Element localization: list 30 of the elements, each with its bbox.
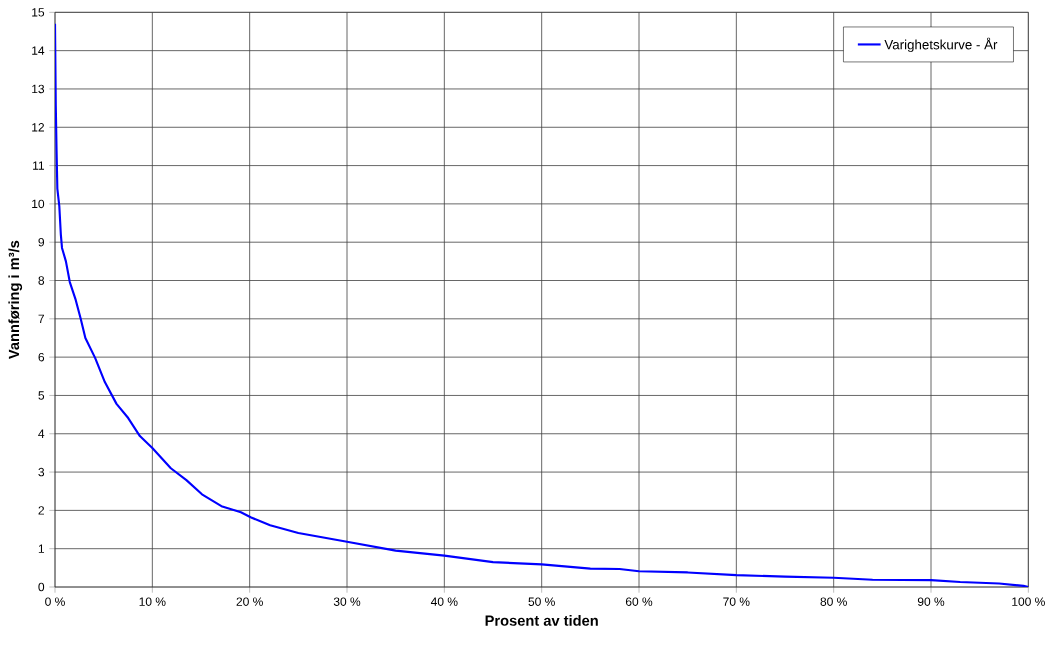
y-tick-label: 13 (32, 84, 45, 94)
x-tick-label: 70 % (723, 597, 750, 606)
x-tick-label: 30 % (333, 597, 361, 606)
y-tick-label: 4 (38, 429, 45, 438)
y-tick-label: 7 (38, 314, 44, 323)
y-tick-label: 10 (32, 199, 45, 209)
y-tick-label: 3 (38, 467, 45, 477)
y-tick-label: 6 (38, 352, 45, 362)
y-tick-label: 8 (38, 276, 45, 285)
y-tick-label: 15 (32, 8, 45, 17)
x-tick-label: 90 % (917, 597, 945, 606)
x-tick-label: 0 % (45, 597, 65, 606)
y-tick-label: 2 (38, 506, 44, 515)
legend-label: Varighetskurve - År (884, 37, 998, 53)
x-tick-label: 60 % (625, 597, 653, 606)
y-tick-label: 5 (38, 391, 45, 400)
x-tick-label: 10 % (139, 597, 166, 606)
x-tick-label: 80 % (820, 597, 847, 606)
y-tick-label: 12 (32, 123, 44, 132)
x-axis-title: Prosent av tiden (485, 615, 598, 626)
y-tick-label: 11 (33, 161, 45, 170)
y-tick-label: 1 (38, 544, 45, 553)
y-axis-title: Vannføring i m³/s (8, 240, 23, 360)
y-tick-label: 0 (38, 582, 45, 592)
x-tick-label: 50 % (528, 597, 555, 606)
y-tick-label: 9 (38, 237, 45, 247)
x-tick-label: 20 % (236, 597, 263, 606)
y-tick-label: 14 (32, 46, 45, 55)
x-tick-label: 100 % (1012, 597, 1045, 606)
x-tick-label: 40 % (430, 597, 458, 606)
